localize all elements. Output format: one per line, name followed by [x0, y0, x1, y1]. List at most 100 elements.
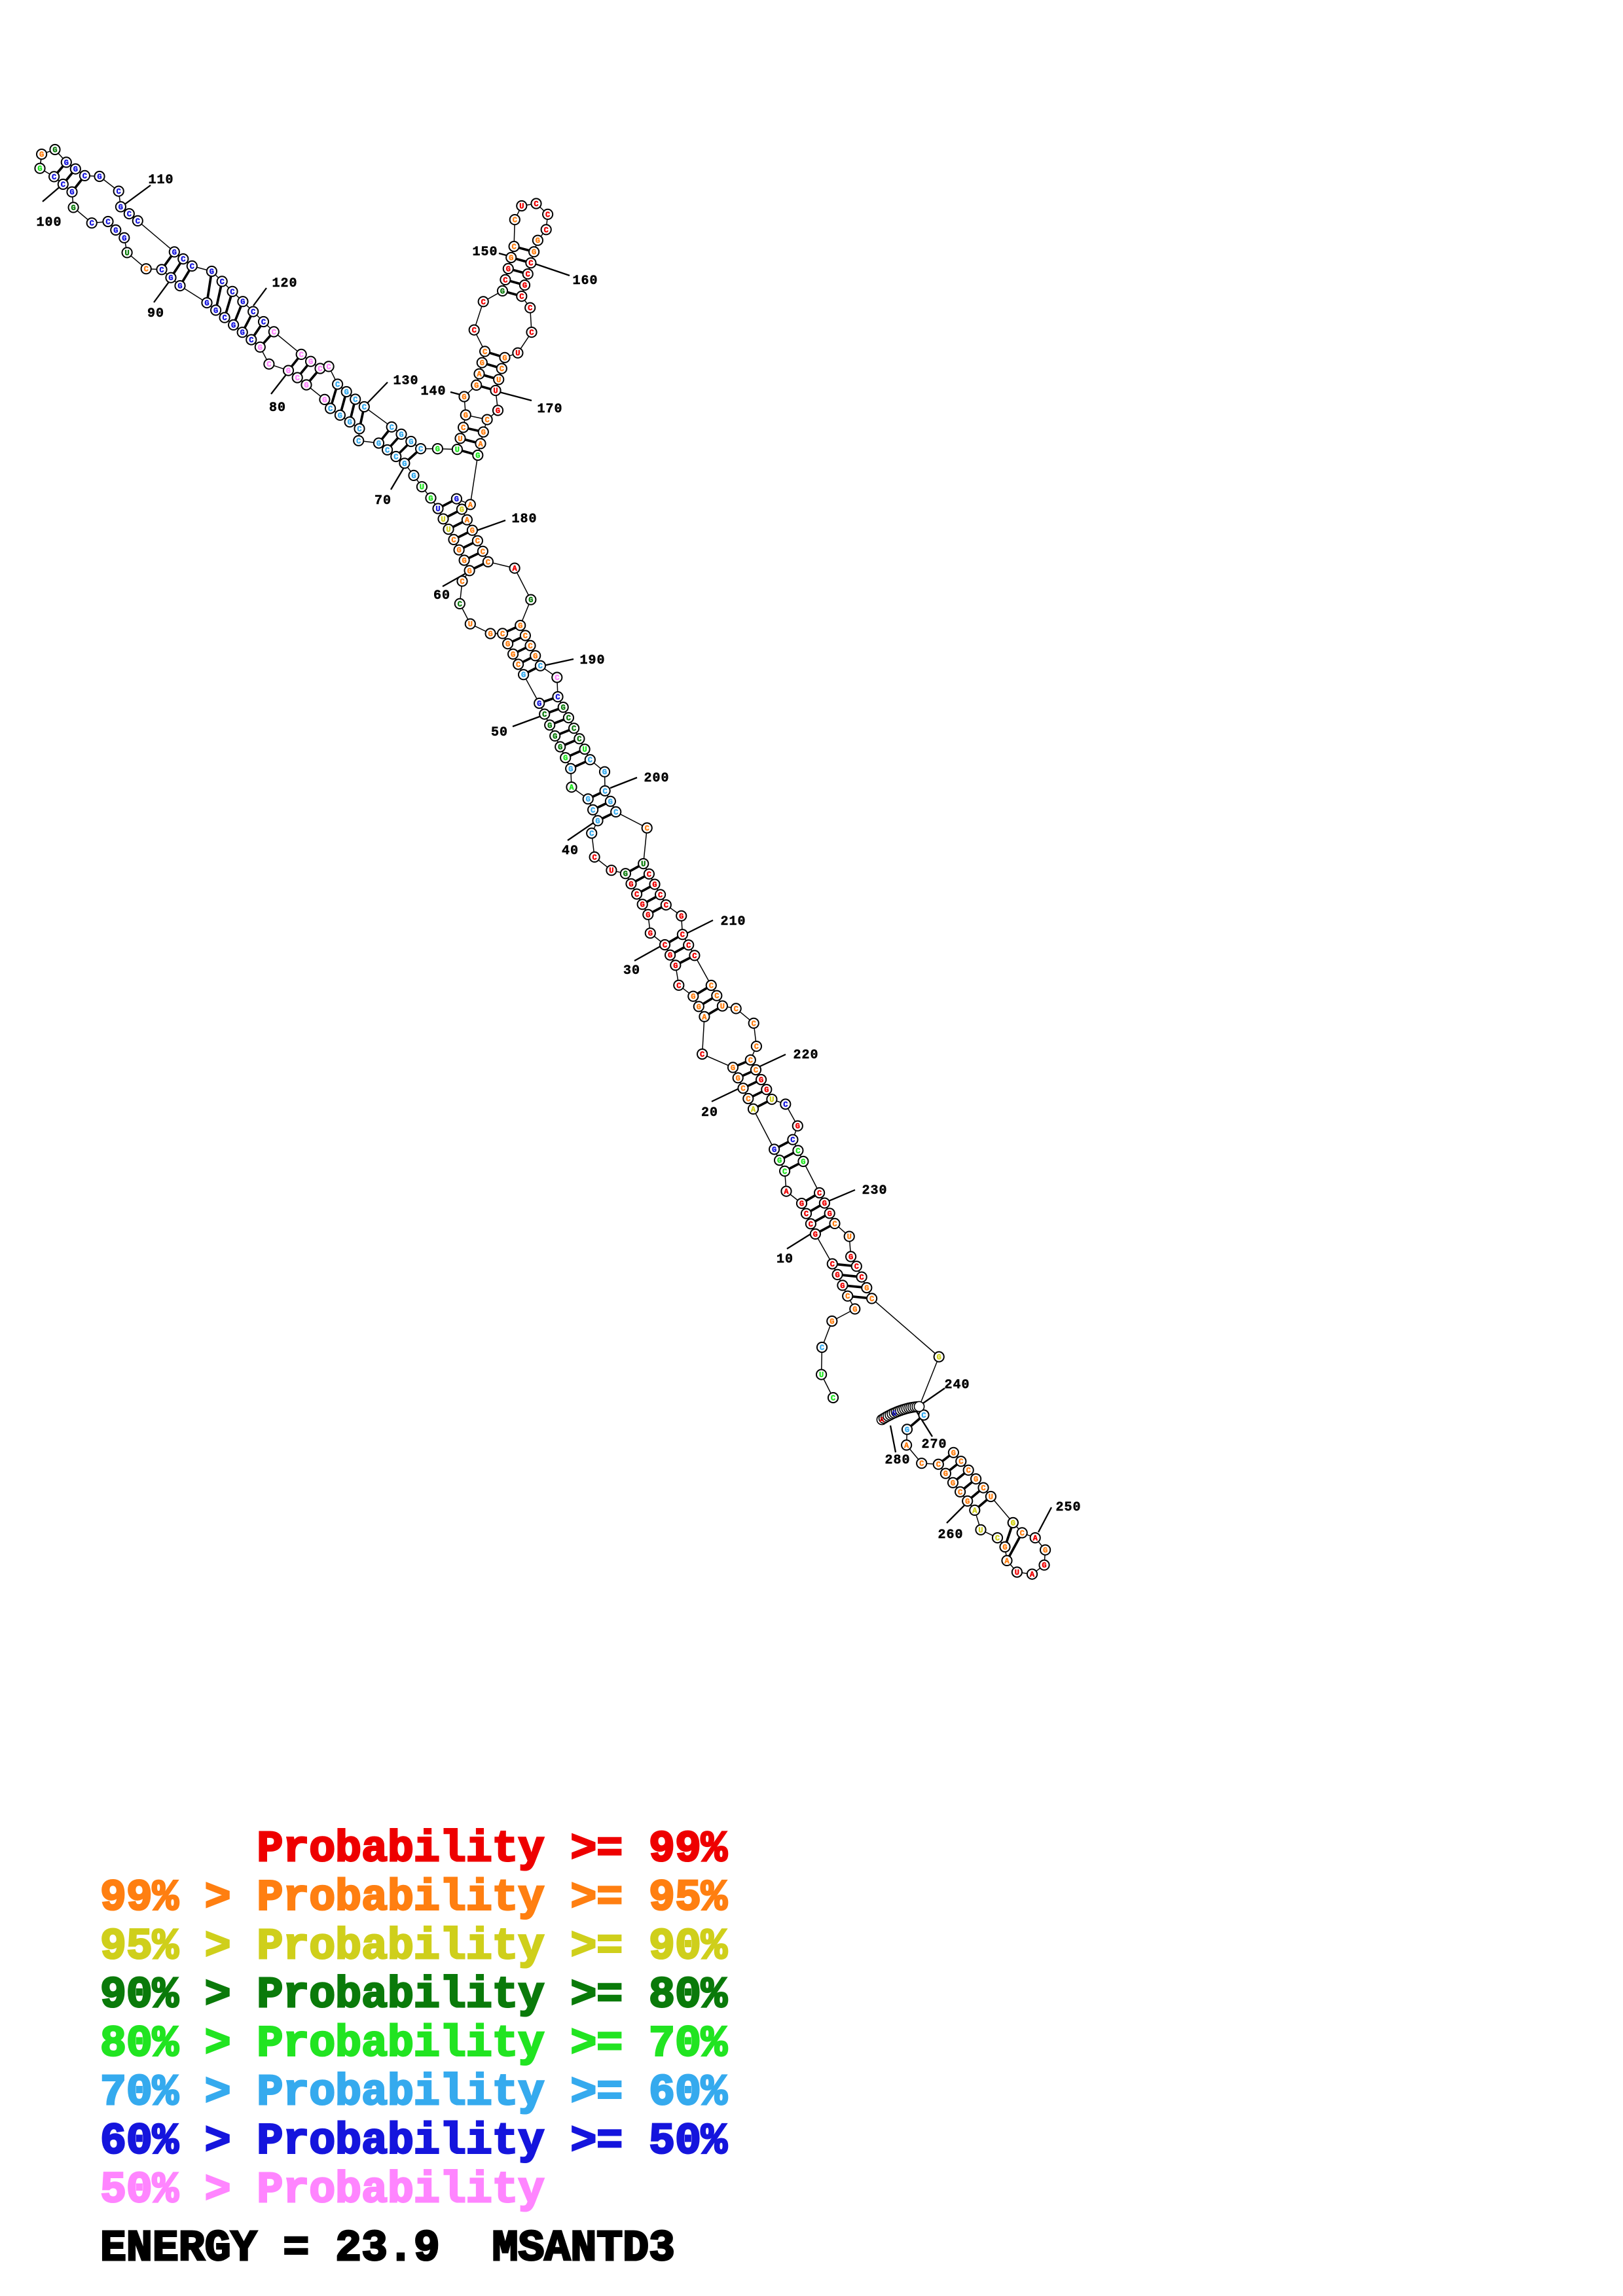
svg-text:C: C — [526, 270, 530, 279]
svg-text:A: A — [569, 783, 574, 793]
svg-text:U: U — [515, 349, 520, 358]
svg-text:U: U — [441, 515, 445, 524]
svg-text:G: G — [522, 281, 527, 291]
svg-text:C: C — [830, 1260, 835, 1269]
svg-text:G: G — [595, 817, 600, 826]
svg-text:270: 270 — [921, 1437, 947, 1452]
svg-text:C: C — [1020, 1529, 1025, 1538]
svg-text:C: C — [295, 374, 300, 383]
svg-text:C: C — [272, 328, 276, 337]
svg-text:C: C — [577, 735, 581, 744]
svg-text:C: C — [503, 276, 507, 285]
svg-text:C: C — [266, 360, 271, 369]
svg-text:G: G — [623, 870, 628, 879]
svg-text:180: 180 — [511, 512, 537, 527]
svg-text:G: G — [536, 236, 540, 245]
svg-text:G: G — [640, 901, 645, 910]
svg-text:C: C — [566, 714, 571, 723]
svg-text:G: G — [454, 495, 459, 504]
svg-text:G: G — [286, 367, 291, 376]
svg-text:C: C — [588, 756, 593, 765]
svg-text:G: G — [506, 264, 511, 274]
svg-text:G: G — [736, 1074, 740, 1083]
svg-text:G: G — [505, 640, 510, 649]
svg-text:G: G — [937, 1353, 941, 1362]
svg-text:G: G — [691, 992, 695, 1001]
svg-text:C: C — [144, 265, 149, 274]
svg-text:C: C — [572, 725, 576, 734]
svg-text:C: C — [544, 226, 549, 235]
svg-text:G: G — [553, 732, 557, 741]
svg-text:G: G — [943, 1469, 948, 1479]
svg-text:G: G — [1002, 1543, 1007, 1552]
svg-text:C: C — [451, 535, 456, 545]
svg-text:C: C — [817, 1189, 822, 1198]
svg-text:G: G — [240, 329, 245, 338]
svg-text:C: C — [995, 1534, 1000, 1543]
svg-text:G: G — [830, 1318, 834, 1327]
svg-text:C: C — [790, 1136, 795, 1145]
svg-text:G: G — [1043, 1546, 1048, 1555]
svg-text:U: U — [519, 202, 524, 211]
svg-text:G: G — [475, 452, 480, 461]
svg-text:C: C — [663, 941, 667, 950]
svg-text:G: G — [1042, 1561, 1046, 1570]
svg-text:C: C — [519, 293, 524, 302]
svg-text:G: G — [558, 743, 562, 752]
svg-text:G: G — [511, 650, 515, 659]
svg-text:G: G — [974, 1475, 978, 1484]
svg-text:G: G — [428, 494, 433, 503]
svg-text:A: A — [879, 1416, 884, 1425]
svg-text:C: C — [353, 395, 357, 404]
svg-text:G: G — [409, 438, 413, 447]
svg-text:G: G — [532, 248, 536, 257]
svg-text:C: C — [591, 806, 595, 815]
svg-text:C: C — [845, 1292, 850, 1301]
svg-text:G: G — [168, 274, 173, 283]
svg-text:G: G — [470, 526, 475, 535]
svg-text:A: A — [512, 564, 517, 573]
svg-text:50: 50 — [491, 725, 508, 740]
svg-text:A: A — [751, 1105, 756, 1114]
svg-text:C: C — [513, 216, 517, 225]
svg-text:C: C — [692, 952, 697, 961]
svg-text:G: G — [840, 1282, 845, 1291]
svg-text:C: C — [326, 363, 331, 372]
svg-text:C: C — [328, 404, 333, 414]
svg-text:C: C — [249, 336, 253, 345]
svg-text:A: A — [1030, 1570, 1035, 1579]
svg-text:20: 20 — [701, 1105, 718, 1121]
svg-text:G: G — [474, 381, 479, 390]
svg-text:G: G — [668, 951, 672, 960]
svg-text:G: G — [462, 556, 466, 565]
svg-text:C: C — [859, 1273, 864, 1282]
svg-text:C: C — [523, 632, 528, 641]
svg-text:C: C — [127, 210, 132, 219]
svg-text:95% > Probability >= 90%: 95% > Probability >= 90% — [100, 1922, 727, 1971]
svg-text:G: G — [39, 151, 44, 160]
svg-text:G: G — [64, 158, 69, 168]
svg-text:C: C — [831, 1394, 835, 1403]
svg-text:U: U — [989, 1493, 993, 1502]
svg-text:G: G — [308, 357, 313, 367]
svg-text:C: C — [602, 787, 607, 796]
svg-text:G: G — [518, 622, 522, 631]
svg-text:G: G — [411, 471, 416, 480]
svg-text:G: G — [97, 173, 101, 182]
svg-text:C: C — [919, 1460, 924, 1469]
svg-text:G: G — [480, 359, 484, 368]
svg-text:C: C — [251, 308, 255, 317]
svg-text:G: G — [71, 204, 75, 213]
svg-text:C: C — [820, 1344, 824, 1353]
svg-text:G: G — [322, 395, 327, 404]
svg-text:G: G — [456, 546, 461, 555]
svg-text:U: U — [582, 745, 587, 755]
svg-text:G: G — [905, 1426, 909, 1435]
svg-text:C: C — [461, 423, 465, 433]
svg-text:G: G — [561, 704, 566, 713]
svg-text:C: C — [357, 425, 361, 434]
svg-text:G: G — [697, 1003, 701, 1012]
svg-text:U: U — [978, 1526, 983, 1535]
svg-text:C: C — [783, 1100, 788, 1109]
svg-text:U: U — [496, 376, 501, 385]
